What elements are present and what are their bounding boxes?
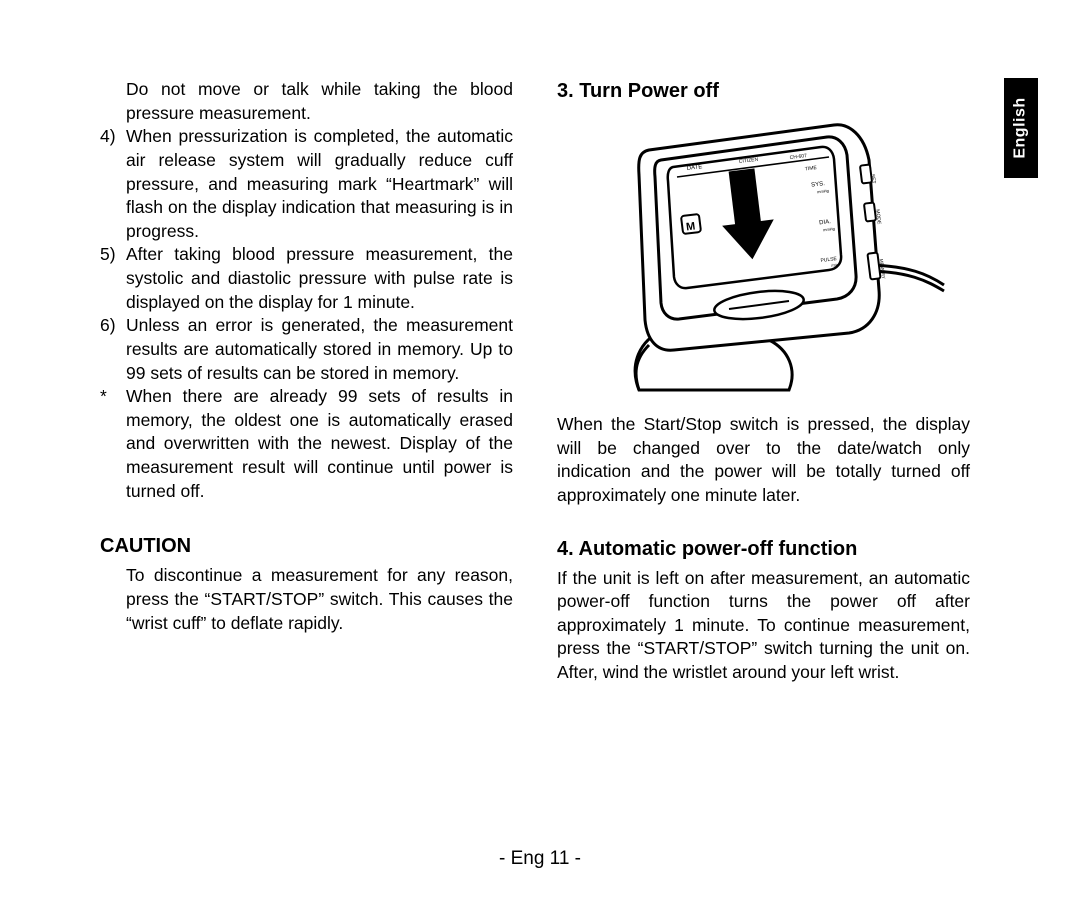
list-text: When there are already 99 sets of result… (126, 385, 513, 503)
intro-text: Do not move or talk while taking the blo… (126, 78, 513, 125)
left-column: Do not move or talk while taking the blo… (100, 78, 513, 685)
list-number: 6) (100, 314, 126, 385)
list-item: * When there are already 99 sets of resu… (100, 385, 513, 503)
list-item: 6) Unless an error is generated, the mea… (100, 314, 513, 385)
caution-body: To discontinue a measurement for any rea… (100, 564, 513, 635)
section-4-heading: 4. Automatic power-off function (557, 536, 970, 563)
section-4-body: If the unit is left on after measurement… (557, 567, 970, 685)
list-asterisk: * (100, 385, 126, 503)
m-label: M (685, 221, 696, 234)
page-number: - Eng 11 - (0, 848, 1080, 870)
list-item: 4) When pressurization is completed, the… (100, 125, 513, 243)
section-3-body: When the Start/Stop switch is pressed, t… (557, 413, 970, 508)
list-text: After taking blood pressure measurement,… (126, 243, 513, 314)
intro-paragraph: Do not move or talk while taking the blo… (100, 78, 513, 125)
language-tab-label: English (1012, 97, 1030, 158)
list-item: 5) After taking blood pressure measureme… (100, 243, 513, 314)
list-text: When pressurization is completed, the au… (126, 125, 513, 243)
language-tab: English (1004, 78, 1038, 178)
list-number: 4) (100, 125, 126, 243)
svg-text:/min: /min (831, 262, 839, 268)
two-column-layout: Do not move or talk while taking the blo… (100, 78, 970, 685)
section-3-heading: 3. Turn Power off (557, 78, 970, 105)
manual-page: English Do not move or talk while taking… (0, 0, 1080, 912)
device-illustration: DATE CITIZEN CH-607 TIME SYS. mmHg DIA. … (579, 115, 949, 395)
caution-heading: CAUTION (100, 533, 513, 560)
set-label: SET (869, 174, 876, 184)
list-number: 5) (100, 243, 126, 314)
right-column: 3. Turn Power off DATE CITIZEN CH-607 (557, 78, 970, 685)
list-text: Unless an error is generated, the measur… (126, 314, 513, 385)
